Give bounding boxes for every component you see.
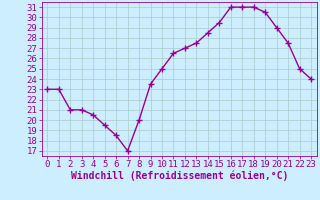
X-axis label: Windchill (Refroidissement éolien,°C): Windchill (Refroidissement éolien,°C) xyxy=(70,171,288,181)
